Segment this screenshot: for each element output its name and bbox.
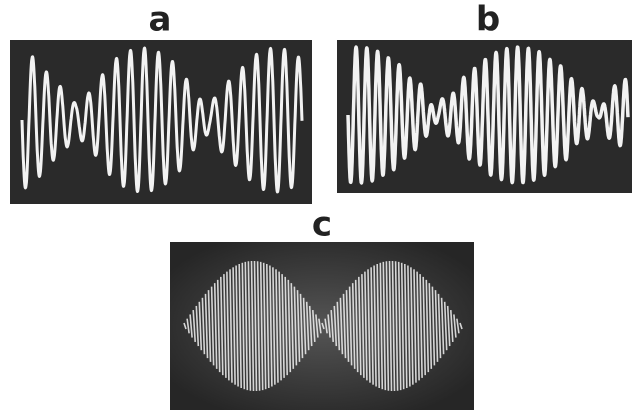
panel-label: b: [476, 0, 500, 40]
panel-label: c: [312, 205, 332, 245]
panel-label: a: [149, 0, 172, 40]
figure: a b c: [0, 0, 632, 410]
